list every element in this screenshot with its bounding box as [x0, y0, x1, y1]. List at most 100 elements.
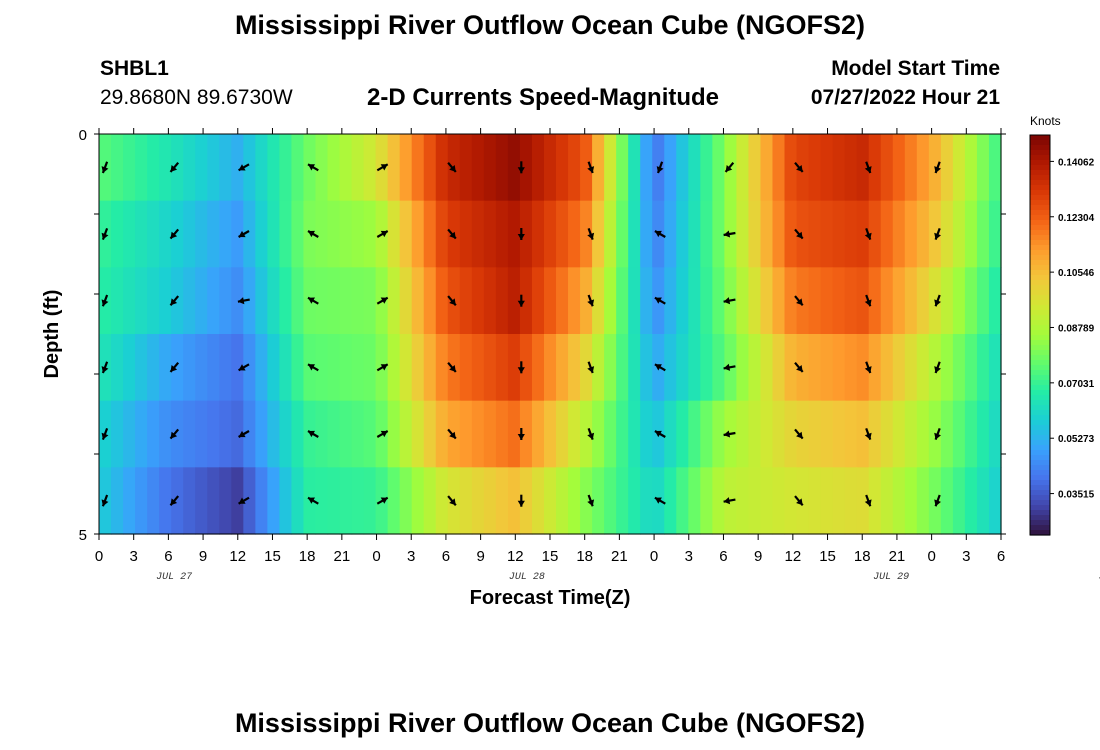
heatmap-cell: [351, 267, 365, 335]
colorbar-segment: [1030, 280, 1050, 286]
heatmap-cell: [628, 467, 641, 535]
heatmap-cell: [952, 334, 966, 402]
heatmap-cell: [844, 267, 858, 335]
heatmap-cell: [700, 267, 713, 335]
heatmap-cell: [988, 134, 1002, 202]
heatmap-cell: [351, 134, 365, 202]
colorbar-segment: [1030, 135, 1050, 141]
heatmap-cell: [940, 200, 954, 268]
current-arrow: [101, 494, 109, 507]
heatmap-cell: [736, 334, 750, 402]
arrow-head: [101, 232, 109, 240]
heatmap-cell: [519, 467, 533, 535]
arrow-head: [517, 367, 525, 374]
heatmap-cell: [171, 467, 184, 535]
colorbar-segment: [1030, 390, 1050, 396]
heatmap-cell: [135, 134, 148, 202]
arrow-head: [380, 164, 388, 171]
heatmap-cell: [952, 267, 966, 335]
x-tick-label: 18: [299, 548, 316, 565]
heatmap-cell: [580, 200, 593, 268]
heatmap-cell: [556, 267, 569, 335]
heatmap-cell: [892, 400, 906, 468]
y-tick-label: 5: [79, 527, 87, 544]
heatmap-cell: [315, 134, 329, 202]
heatmap-cell: [519, 400, 533, 468]
heatmap-cell: [580, 467, 593, 535]
heatmap-cell: [339, 467, 353, 535]
model-start-value: 07/27/2022 Hour 21: [810, 86, 1000, 109]
colorbar-segment: [1030, 240, 1050, 246]
x-tick-label: 6: [164, 548, 172, 565]
heatmap-cell: [724, 134, 738, 202]
heatmap-cell: [952, 400, 966, 468]
arrow-head: [449, 365, 456, 372]
heatmap-cell: [147, 134, 160, 202]
arrow-head: [517, 300, 525, 307]
colorbar-segment: [1030, 440, 1050, 446]
colorbar-tick-label: 0.03515: [1058, 490, 1095, 501]
colorbar-segment: [1030, 410, 1050, 416]
heatmap-cell: [135, 200, 148, 268]
arrow-head: [864, 432, 872, 440]
colorbar-frame: [1029, 134, 1051, 536]
arrow-head: [723, 230, 731, 238]
heatmap-cell: [207, 400, 220, 468]
x-tick-label: 21: [334, 548, 351, 565]
heatmap-cell: [988, 467, 1002, 535]
heatmap-cell: [916, 334, 930, 402]
heatmap-cell: [459, 400, 473, 468]
arrow-head: [517, 500, 525, 507]
heatmap-cell: [904, 267, 918, 335]
colorbar-segment: [1030, 300, 1050, 306]
heatmap-cell: [423, 200, 437, 268]
heatmap-cell: [988, 267, 1002, 335]
heatmap-cell: [231, 200, 244, 268]
heatmap-cell: [195, 200, 208, 268]
heatmap-cell: [784, 467, 798, 535]
heatmap-cell: [700, 134, 713, 202]
current-arrow: [517, 494, 525, 507]
heatmap-cell: [363, 334, 377, 402]
heatmap-cell: [940, 467, 954, 535]
current-arrow: [794, 495, 804, 507]
current-arrow: [864, 161, 872, 174]
heatmap-cell: [772, 267, 786, 335]
heatmap-cell: [988, 334, 1002, 402]
current-arrow: [654, 496, 666, 505]
heatmap-cell: [519, 134, 533, 202]
heatmap-cell: [940, 134, 954, 202]
heatmap-cell: [507, 200, 521, 268]
heatmap-cell: [856, 334, 870, 402]
heatmap-cell: [820, 200, 834, 268]
heatmap-cell: [964, 334, 978, 402]
heatmap-cell: [327, 200, 341, 268]
arrow-head: [864, 366, 872, 373]
colorbar: [1030, 135, 1050, 536]
heatmap-cell: [255, 267, 268, 335]
heatmap-cell: [736, 200, 750, 268]
heatmap-cell: [147, 200, 160, 268]
heatmap-cell: [495, 334, 509, 402]
heatmap-cell: [844, 200, 858, 268]
heatmap-cell: [279, 400, 293, 468]
arrow-head: [101, 499, 109, 507]
current-arrow: [724, 161, 735, 173]
arrow-head: [864, 166, 872, 173]
heatmap-cell: [495, 467, 509, 535]
heatmap-cell: [411, 400, 425, 468]
arrow-head: [170, 498, 178, 506]
arrow-head: [864, 499, 872, 507]
heatmap-cell: [147, 267, 160, 335]
colorbar-segment: [1030, 225, 1050, 231]
heatmap-cell: [315, 334, 329, 402]
current-arrow: [864, 228, 872, 240]
heatmap-cell: [700, 467, 713, 535]
x-tick-label: 3: [962, 548, 970, 565]
current-arrow: [307, 430, 319, 438]
colorbar-segment: [1030, 255, 1050, 261]
current-arrow: [864, 494, 872, 507]
heatmap-cell: [315, 400, 329, 468]
heatmap-cell: [628, 400, 641, 468]
arrow-head: [654, 497, 662, 504]
